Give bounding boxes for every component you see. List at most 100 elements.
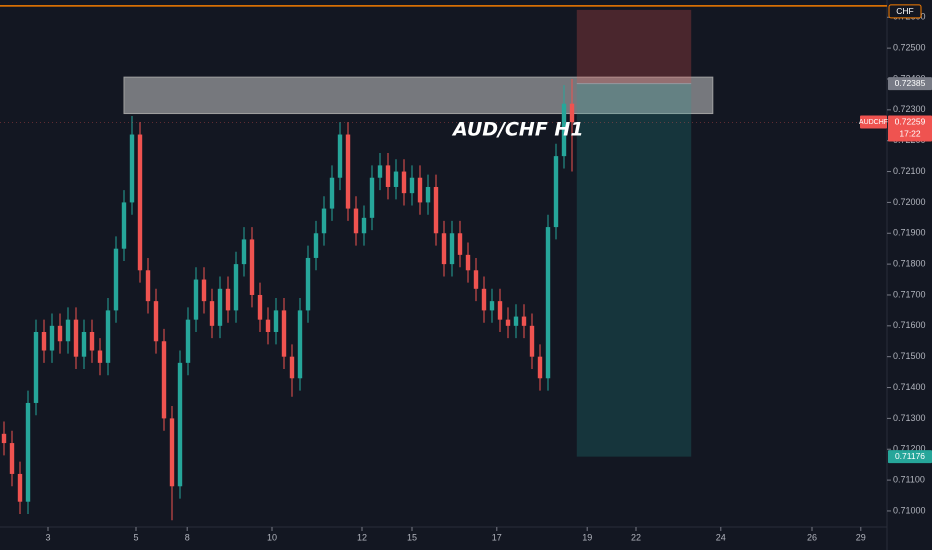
candle-body: [353, 208, 359, 234]
symbol-label: AUDCHF: [859, 119, 888, 126]
x-tick-label: 17: [492, 532, 502, 542]
x-tick-label: 3: [45, 532, 50, 542]
candle-body: [393, 171, 399, 187]
last-price-label: 0.72259: [895, 117, 926, 127]
candle-body: [377, 165, 383, 178]
candle-body: [401, 171, 407, 194]
candle-body: [457, 233, 463, 255]
candle-body: [9, 443, 15, 474]
candle-body: [361, 217, 367, 234]
candle-body: [249, 239, 255, 295]
candle-body: [137, 134, 143, 271]
candle-body: [553, 156, 559, 228]
candles: [1, 78, 575, 521]
zones: [123, 9, 714, 457]
candle-body: [313, 233, 319, 258]
candle-body: [441, 233, 447, 265]
candle-body: [217, 288, 223, 326]
candle-body: [257, 294, 263, 320]
y-tick-label: 0.71600: [893, 320, 926, 330]
last-price-tag: [888, 115, 932, 142]
candle-body: [545, 227, 551, 379]
candle-body: [25, 402, 31, 502]
y-tick-label: 0.72100: [893, 166, 926, 176]
x-tick-label: 12: [357, 532, 367, 542]
y-tick-label: 0.72000: [893, 197, 926, 207]
candle-body: [113, 248, 119, 311]
candle-body: [121, 202, 127, 249]
candle-body: [265, 319, 271, 332]
target-zone: [576, 83, 692, 457]
candle-body: [513, 316, 519, 326]
candle-body: [561, 103, 567, 157]
candle-body: [169, 418, 175, 487]
y-tick-label: 0.71000: [893, 505, 926, 515]
target-label-box: [888, 450, 932, 464]
candle-body: [129, 134, 135, 203]
candle-body: [225, 288, 231, 311]
alert-tag: [888, 4, 922, 19]
x-tick-label: 26: [807, 532, 817, 542]
candle-body: [329, 177, 335, 209]
candle-body: [41, 331, 47, 351]
candle-body: [153, 301, 159, 342]
candle-body: [273, 310, 279, 332]
candle-body: [33, 331, 39, 403]
candle-body: [489, 301, 495, 311]
candle-body: [409, 177, 415, 194]
y-tick-label: 0.71900: [893, 228, 926, 238]
candle-body: [529, 325, 535, 357]
candle-body: [241, 239, 247, 265]
candle-body: [481, 288, 487, 311]
x-tick-label: 19: [582, 532, 592, 542]
stop-zone: [576, 9, 692, 84]
x-tick-label: 5: [133, 532, 138, 542]
candle-body: [473, 270, 479, 289]
overlays: AUD/CHF H1 CHF 0.72385 0.71176 AUDCHF 0.72259…: [0, 4, 932, 464]
candle-body: [297, 310, 303, 379]
candle-body: [337, 134, 343, 178]
candle-body: [201, 279, 207, 302]
candle-body: [505, 319, 511, 326]
candle-body: [281, 310, 287, 357]
candle-body: [345, 134, 351, 209]
candle-body: [537, 356, 543, 379]
candle-body: [369, 177, 375, 218]
candle-body: [233, 264, 239, 311]
candle-body: [1, 433, 7, 444]
candle-body: [17, 473, 23, 502]
y-tick-label: 0.72500: [893, 43, 926, 53]
y-tick-label: 0.71800: [893, 258, 926, 268]
x-tick-label: 15: [407, 532, 417, 542]
y-tick-label: 0.71300: [893, 413, 926, 423]
candle-body: [209, 301, 215, 326]
candle-body: [425, 186, 431, 203]
candle-body: [81, 331, 87, 357]
candle-body: [49, 325, 55, 351]
candle-body: [193, 279, 199, 320]
candle-body: [185, 319, 191, 363]
candle-body: [105, 310, 111, 363]
candle-body: [321, 208, 327, 234]
candle-body: [89, 331, 95, 351]
x-tick-label: 10: [267, 532, 277, 542]
candle-body: [289, 356, 295, 379]
candle-body: [57, 325, 63, 342]
alert-label: CHF: [896, 6, 913, 16]
candle-body: [465, 254, 471, 271]
entry-label: 0.72385: [895, 78, 926, 88]
candle-body: [161, 341, 167, 419]
y-tick-label: 0.72300: [893, 104, 926, 114]
candle-body: [97, 350, 103, 363]
candle-body: [305, 257, 311, 311]
candle-body: [449, 233, 455, 265]
candle-body: [65, 319, 71, 342]
candle-body: [73, 319, 79, 357]
y-tick-label: 0.71100: [893, 474, 925, 484]
countdown-label: 17:22: [899, 129, 921, 139]
y-tick-label: 0.71500: [893, 351, 926, 361]
candle-body: [417, 177, 423, 203]
entry-label-box: [888, 77, 932, 91]
last-price-box: [860, 115, 887, 129]
